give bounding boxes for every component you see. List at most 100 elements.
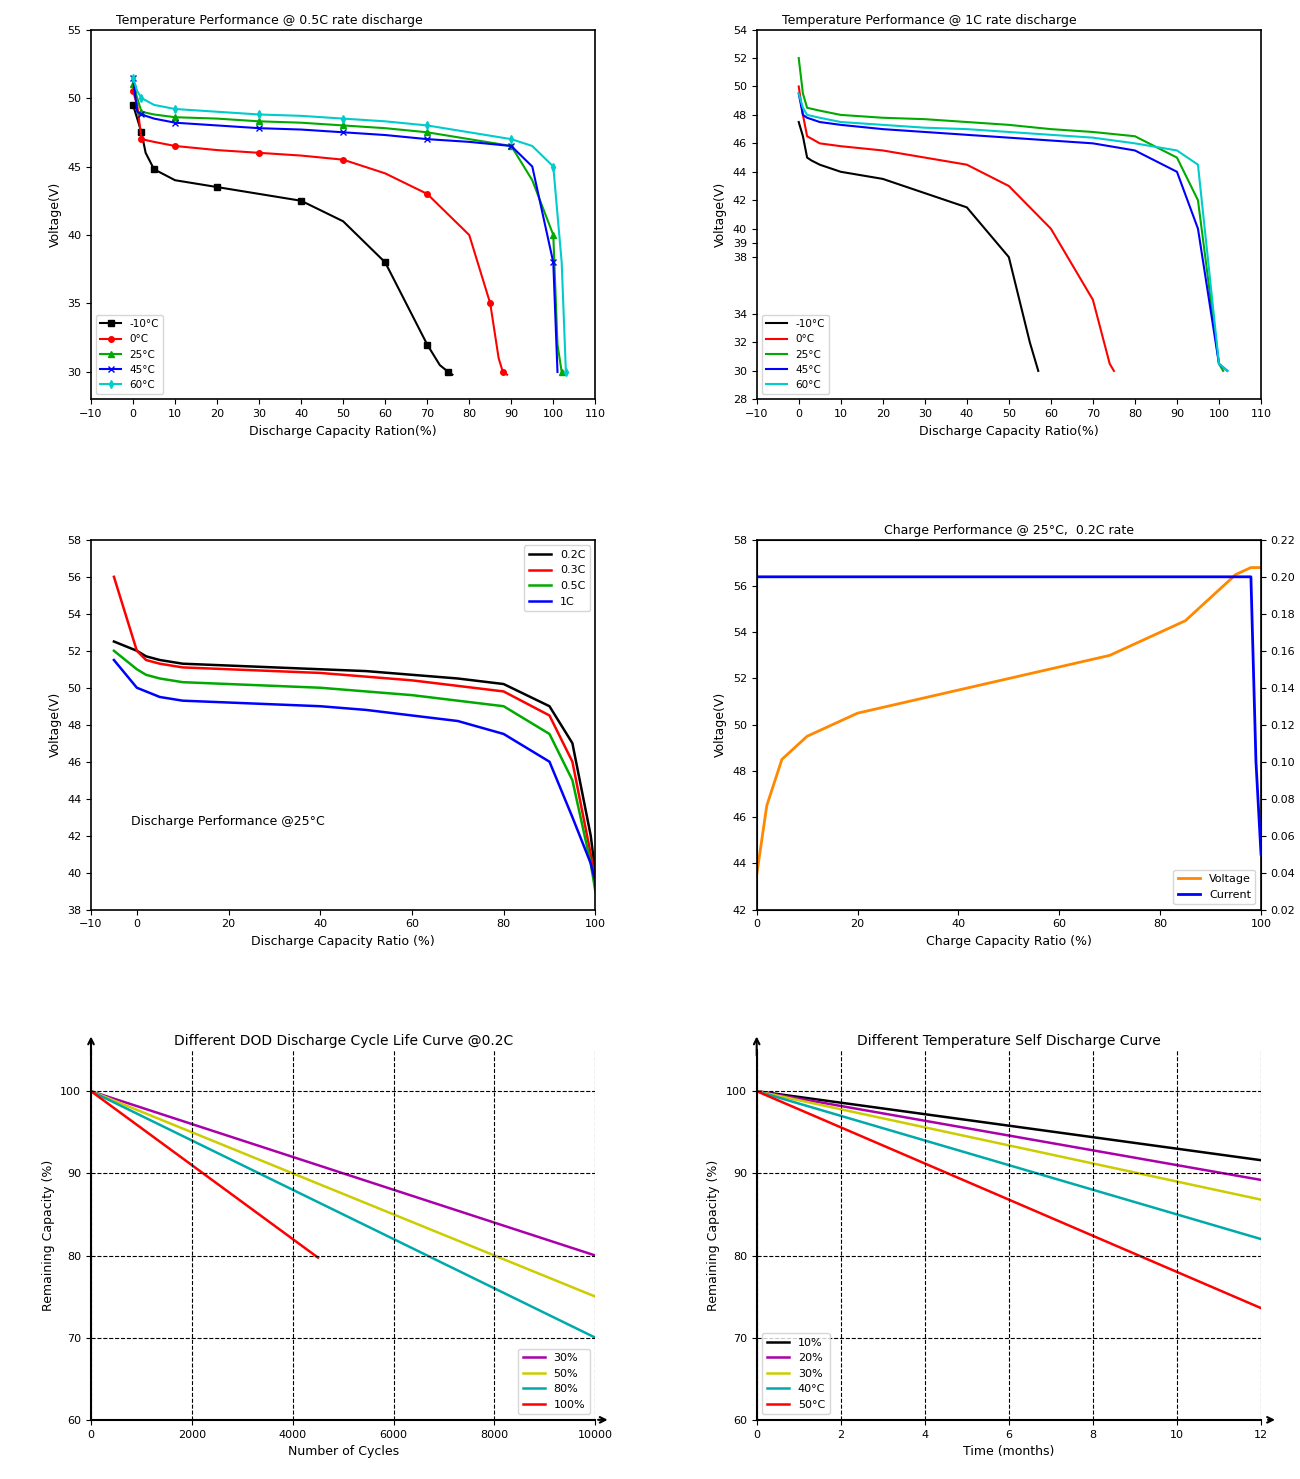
Line: 100%: 100% bbox=[91, 1092, 318, 1257]
60°C bbox=[335, 109, 351, 127]
45°C bbox=[1043, 132, 1058, 149]
30% bbox=[422, 1194, 438, 1211]
10% bbox=[924, 1106, 940, 1124]
100% bbox=[101, 1096, 117, 1114]
20% bbox=[914, 1111, 930, 1128]
10% bbox=[770, 1086, 785, 1103]
20% bbox=[801, 1092, 816, 1109]
30% bbox=[872, 1109, 888, 1127]
10% bbox=[1212, 1146, 1227, 1164]
20% bbox=[780, 1087, 796, 1105]
60°C bbox=[462, 123, 477, 141]
0°C bbox=[125, 83, 140, 101]
10% bbox=[1182, 1142, 1197, 1160]
40°C bbox=[924, 1133, 940, 1151]
1C bbox=[107, 651, 122, 669]
Voltage bbox=[1202, 589, 1218, 606]
40°C bbox=[1058, 1173, 1074, 1191]
10% bbox=[749, 1083, 764, 1100]
60°C bbox=[790, 84, 806, 102]
20% bbox=[1150, 1154, 1166, 1171]
30% bbox=[516, 1223, 532, 1241]
0°C bbox=[491, 349, 507, 367]
25°C bbox=[875, 109, 891, 127]
1C bbox=[495, 725, 511, 742]
1C bbox=[138, 683, 153, 701]
Current bbox=[1202, 568, 1218, 586]
-10°C bbox=[125, 96, 140, 114]
25°C bbox=[294, 114, 309, 132]
50°C bbox=[975, 1180, 991, 1198]
30% bbox=[903, 1115, 919, 1133]
100% bbox=[311, 1248, 326, 1266]
60°C bbox=[1043, 126, 1058, 143]
10% bbox=[893, 1102, 909, 1120]
0°C bbox=[335, 151, 351, 169]
Current bbox=[1243, 568, 1258, 586]
30% bbox=[862, 1106, 878, 1124]
10% bbox=[1109, 1131, 1124, 1149]
50% bbox=[196, 1128, 212, 1146]
50°C bbox=[954, 1171, 970, 1189]
50% bbox=[278, 1162, 294, 1180]
10% bbox=[811, 1090, 827, 1108]
30% bbox=[1222, 1185, 1238, 1202]
30% bbox=[924, 1120, 940, 1137]
0°C bbox=[294, 146, 309, 164]
0.5C bbox=[312, 679, 328, 697]
30% bbox=[196, 1120, 212, 1137]
-10°C bbox=[138, 143, 153, 161]
0.3C bbox=[450, 677, 465, 695]
0°C bbox=[130, 96, 146, 114]
50°C bbox=[1201, 1276, 1217, 1294]
20% bbox=[1253, 1171, 1269, 1189]
Voltage bbox=[1178, 612, 1193, 630]
50°C bbox=[1037, 1207, 1053, 1225]
30% bbox=[1232, 1186, 1248, 1204]
100% bbox=[134, 1120, 150, 1137]
20% bbox=[862, 1102, 878, 1120]
40°C bbox=[872, 1118, 888, 1136]
1C bbox=[588, 873, 603, 890]
100% bbox=[306, 1245, 321, 1263]
0.3C bbox=[107, 568, 122, 586]
40°C bbox=[1243, 1228, 1258, 1245]
50% bbox=[382, 1204, 398, 1222]
100% bbox=[107, 1099, 122, 1117]
0.5C bbox=[266, 677, 282, 695]
30% bbox=[780, 1089, 796, 1106]
80% bbox=[351, 1213, 367, 1231]
50% bbox=[485, 1245, 500, 1263]
Line: 0.2C: 0.2C bbox=[114, 642, 595, 873]
Legend: Voltage, Current: Voltage, Current bbox=[1174, 870, 1256, 904]
100% bbox=[148, 1130, 164, 1148]
0°C bbox=[495, 362, 511, 380]
40°C bbox=[1140, 1197, 1156, 1214]
30% bbox=[1088, 1155, 1104, 1173]
80% bbox=[516, 1294, 532, 1312]
X-axis label: Charge Capacity Ratio (%): Charge Capacity Ratio (%) bbox=[926, 935, 1092, 948]
20% bbox=[1058, 1137, 1074, 1155]
30% bbox=[330, 1162, 346, 1180]
80% bbox=[176, 1127, 191, 1145]
80% bbox=[525, 1299, 541, 1316]
80% bbox=[422, 1248, 438, 1266]
80% bbox=[94, 1087, 109, 1105]
Text: Temperature Performance @ 0.5C rate discharge: Temperature Performance @ 0.5C rate disc… bbox=[116, 13, 422, 27]
60°C bbox=[796, 99, 811, 117]
Line: 50°C: 50°C bbox=[757, 1092, 1261, 1307]
50°C bbox=[944, 1167, 959, 1185]
60°C bbox=[134, 89, 150, 106]
30% bbox=[495, 1216, 511, 1233]
45°C bbox=[209, 117, 225, 135]
Y-axis label: Remaining Capacity (%): Remaining Capacity (%) bbox=[707, 1160, 720, 1310]
Voltage bbox=[749, 867, 764, 884]
30% bbox=[577, 1244, 593, 1262]
40°C bbox=[852, 1112, 867, 1130]
1C bbox=[359, 701, 374, 719]
40°C bbox=[770, 1089, 785, 1106]
-10°C bbox=[432, 356, 447, 374]
20% bbox=[749, 1083, 764, 1100]
40°C bbox=[820, 1103, 836, 1121]
Line: 40°C: 40°C bbox=[757, 1092, 1261, 1239]
